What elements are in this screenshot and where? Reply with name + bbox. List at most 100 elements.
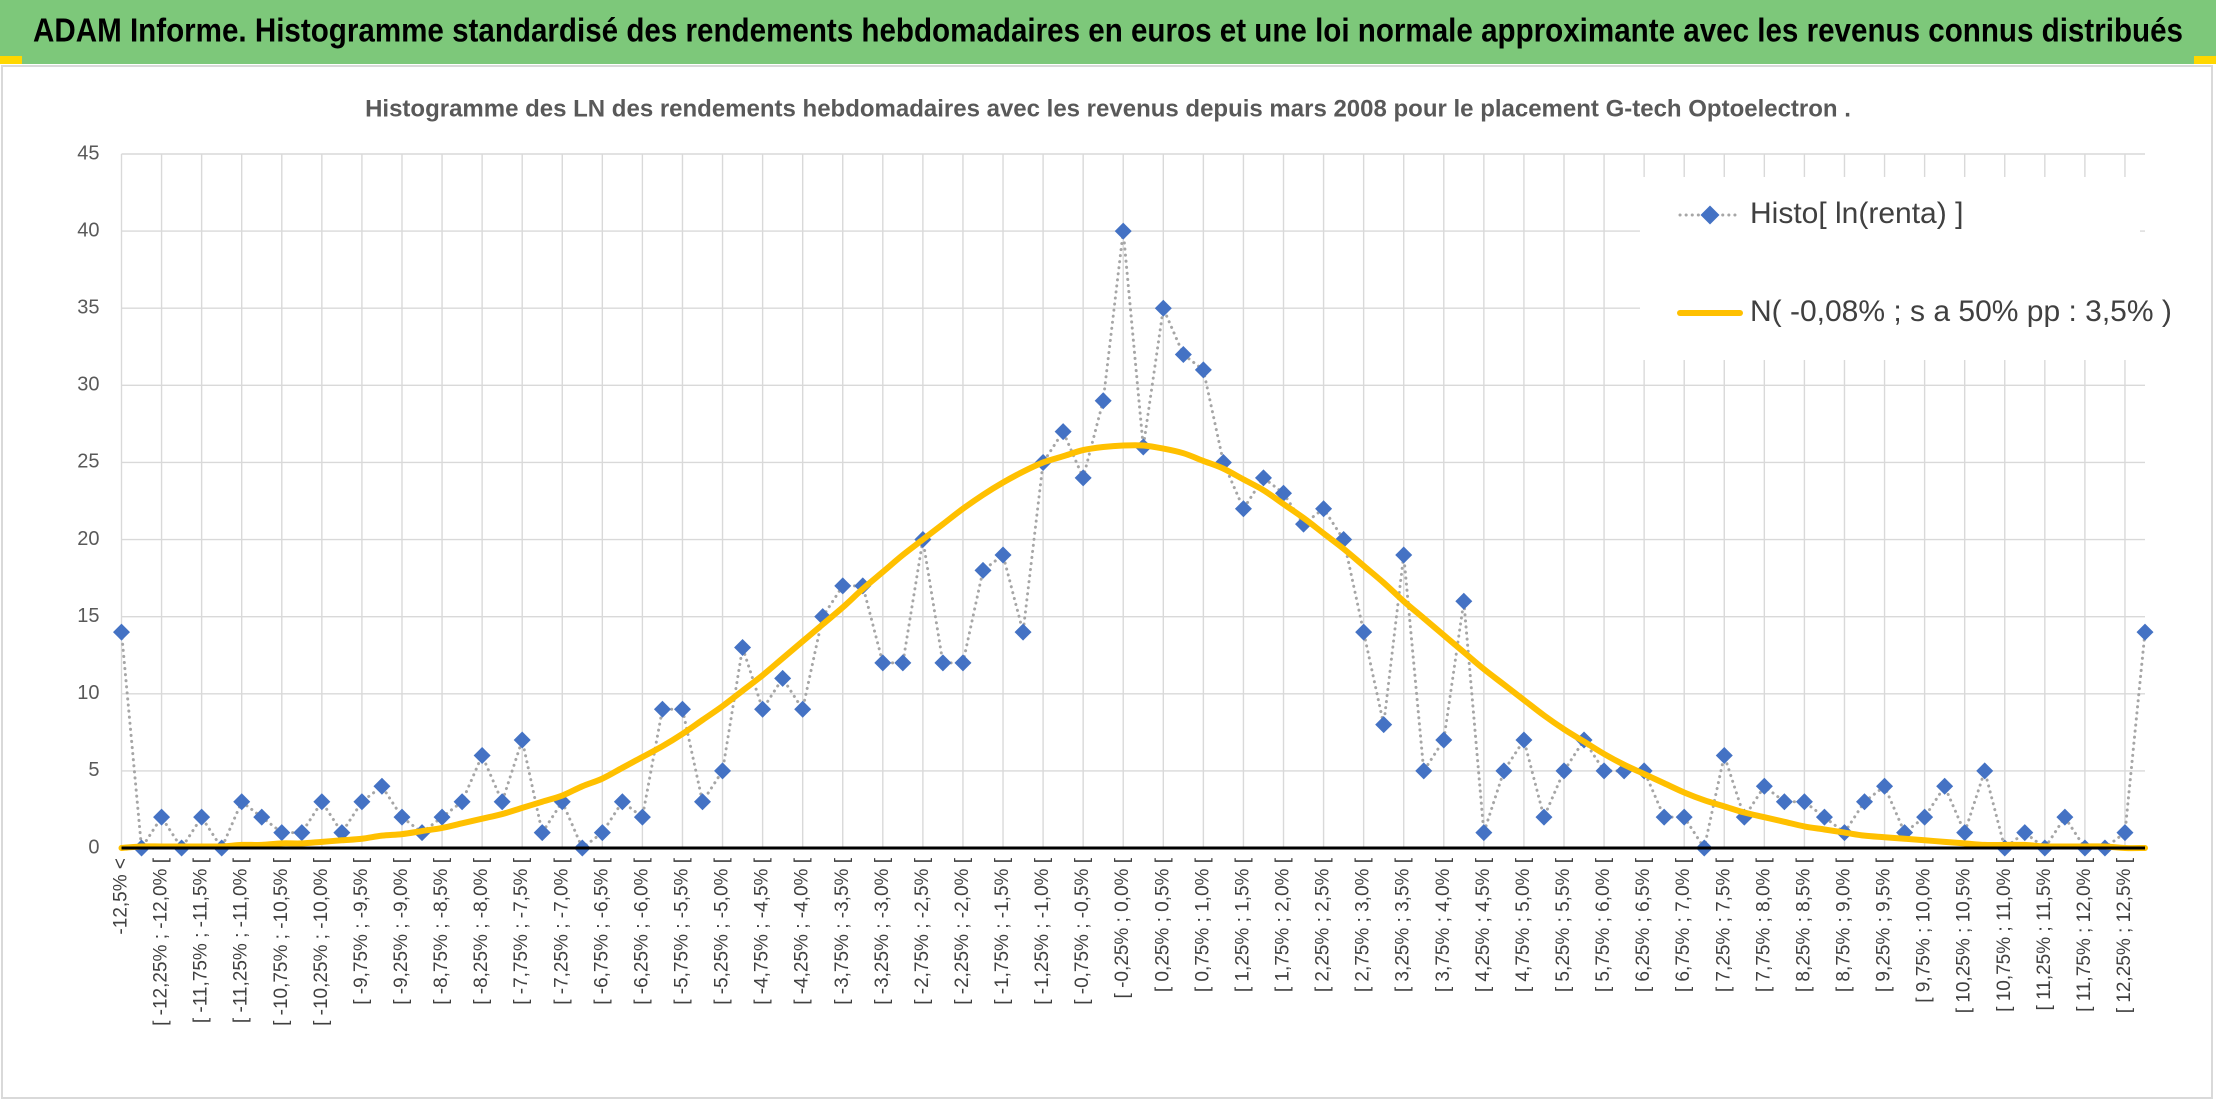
x-tick-label: [ 12,25% ; 12,5% [ [2114, 857, 2135, 1013]
data-point [1395, 546, 1413, 564]
data-point [313, 793, 331, 811]
data-point [694, 793, 712, 811]
x-tick-label: [ 4,25% ; 4,5% [ [1473, 857, 1494, 992]
x-tick-label: [ -2,75% ; -2,5% [ [912, 857, 933, 1005]
data-point [533, 824, 551, 842]
x-tick-label: [ -8,25% ; -8,0% [ [471, 857, 492, 1005]
data-point [754, 700, 772, 718]
x-tick-label: [ 8,25% ; 8,5% [ [1793, 857, 1814, 992]
data-point [1174, 345, 1192, 363]
data-point [293, 824, 311, 842]
data-point [1435, 731, 1453, 749]
x-tick-label: [ 2,75% ; 3,0% [ [1353, 857, 1374, 992]
data-point [1475, 824, 1493, 842]
x-tick-label: [ -6,25% ; -6,0% [ [631, 857, 652, 1005]
data-point [353, 793, 371, 811]
y-tick-label: 30 [77, 374, 99, 396]
x-tick-label: [ 5,25% ; 5,5% [ [1553, 857, 1574, 992]
x-tick-label: [ 4,75% ; 5,0% [ [1513, 857, 1534, 992]
data-point [613, 793, 631, 811]
data-point [513, 731, 531, 749]
data-point [113, 623, 130, 641]
x-tick-label: [ -7,25% ; -7,0% [ [551, 857, 572, 1005]
data-point [994, 546, 1012, 564]
data-point [794, 700, 812, 718]
data-point [253, 808, 271, 826]
data-point [954, 654, 972, 672]
x-tick-label: [ 9,75% ; 10,0% [ [1914, 857, 1935, 1002]
data-point [1415, 762, 1433, 780]
data-point [774, 669, 792, 687]
data-point [1595, 762, 1613, 780]
y-tick-label: 25 [77, 451, 99, 473]
x-tick-label: [ 7,25% ; 7,5% [ [1713, 857, 1734, 992]
data-point [493, 793, 511, 811]
data-point [1014, 623, 1032, 641]
data-point [153, 808, 171, 826]
data-point [1094, 392, 1112, 410]
data-point [333, 824, 351, 842]
y-tick-label: 5 [88, 759, 99, 781]
data-point [1074, 469, 1092, 487]
chart-border [1, 65, 2213, 1099]
data-point [1495, 762, 1513, 780]
x-tick-label: [ -10,25% ; -10,0% [ [311, 857, 332, 1026]
x-tick-label: [ -1,75% ; -1,5% [ [992, 857, 1013, 1005]
data-point [1355, 623, 1373, 641]
x-tick-label: [ 3,25% ; 3,5% [ [1393, 857, 1414, 992]
data-point [1936, 777, 1954, 795]
x-tick-label: [ -11,25% ; -11,0% [ [231, 857, 252, 1023]
series-line [118, 442, 2148, 852]
data-point [633, 808, 651, 826]
data-point [1114, 222, 1132, 240]
data-point [894, 654, 912, 672]
data-point [673, 700, 691, 718]
legend-label: N( -0,08% ; s a 50% pp : 3,5% ) [1750, 295, 2172, 328]
x-tick-label: [ -3,25% ; -3,0% [ [872, 857, 893, 1005]
x-tick-label: [ -8,75% ; -8,5% [ [431, 857, 452, 1005]
x-tick-label: [ 3,75% ; 4,0% [ [1433, 857, 1454, 992]
x-tick-label: [ 11,75% ; 12,0% [ [2074, 857, 2095, 1012]
y-tick-label: 35 [77, 297, 99, 319]
data-point [874, 654, 892, 672]
data-point [433, 808, 451, 826]
data-point [1675, 808, 1693, 826]
x-tick-label: [ 6,75% ; 7,0% [ [1673, 857, 1694, 992]
data-point [974, 561, 992, 579]
data-point [193, 808, 211, 826]
x-tick-label: [ 1,25% ; 1,5% [ [1232, 857, 1253, 992]
legend-marker [1700, 205, 1720, 225]
y-tick-label: 45 [77, 142, 99, 164]
data-point [1315, 500, 1333, 518]
x-tick-label: [ 7,75% ; 8,0% [ [1753, 857, 1774, 992]
x-tick-label: [ 10,75% ; 11,0% [ [1994, 857, 2015, 1012]
header-accent [2194, 56, 2216, 64]
header-accent [0, 56, 22, 64]
plot-area [113, 222, 2154, 857]
data-point [1054, 423, 1072, 441]
axes: 0 5 10 15 20 25 30 35 40 45 -12,5% < [ -12,25% ; -1… [77, 142, 2145, 1026]
data-point [393, 808, 411, 826]
data-point [934, 654, 952, 672]
data-point [1535, 808, 1553, 826]
data-point [1234, 500, 1252, 518]
data-point [453, 793, 471, 811]
data-point [1815, 808, 1833, 826]
y-tick-label: 0 [88, 836, 99, 858]
data-point [2136, 623, 2154, 641]
data-point [2116, 824, 2134, 842]
data-point [1876, 777, 1894, 795]
x-tick-label: [ -4,75% ; -4,5% [ [752, 857, 773, 1005]
data-point [273, 824, 291, 842]
data-point [1254, 469, 1272, 487]
data-point [473, 746, 491, 764]
x-tick-label: [ -2,25% ; -2,0% [ [952, 857, 973, 1005]
data-point [593, 824, 611, 842]
data-point [1515, 731, 1533, 749]
header-band [0, 0, 2216, 64]
x-tick-label: [ -6,75% ; -6,5% [ [591, 857, 612, 1005]
data-point [734, 639, 752, 657]
x-tick-label: [ 2,25% ; 2,5% [ [1313, 857, 1334, 992]
legend-box [1640, 177, 2140, 360]
